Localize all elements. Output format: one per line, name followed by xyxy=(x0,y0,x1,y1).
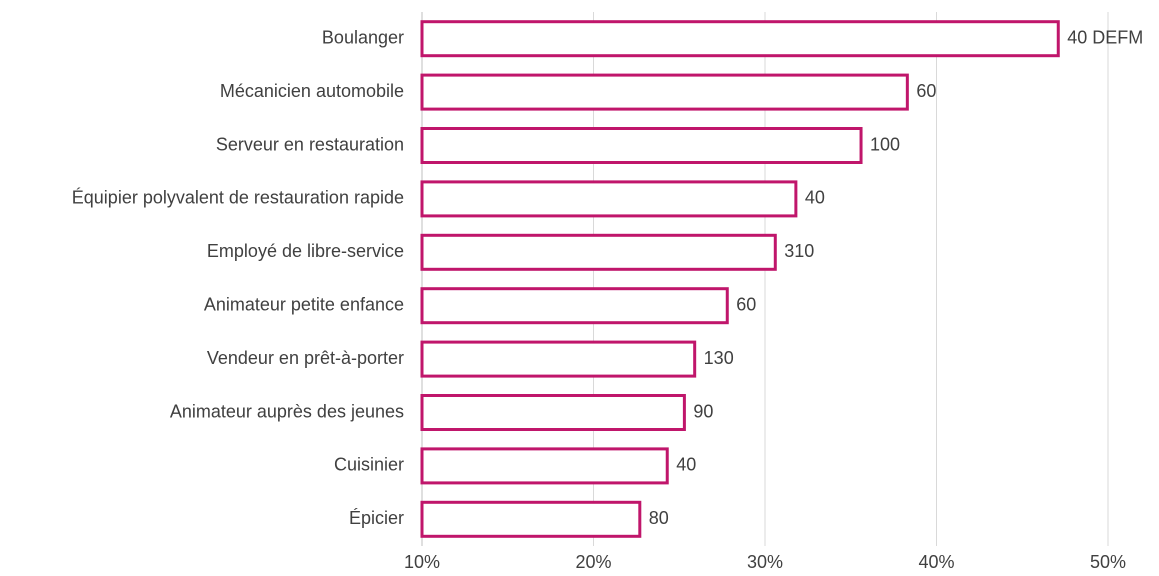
x-tick-label: 30% xyxy=(747,552,783,572)
x-tick-label: 50% xyxy=(1090,552,1126,572)
x-tick-label: 40% xyxy=(918,552,954,572)
data-label: 100 xyxy=(870,134,900,154)
category-labels: Boulanger Mécanicien automobile Serveur en… xyxy=(72,27,404,528)
data-label: 80 xyxy=(649,508,669,528)
bars xyxy=(420,20,1060,538)
category-label: Animateur petite enfance xyxy=(204,294,404,314)
bar-9 xyxy=(420,447,669,485)
bar-4 xyxy=(420,180,798,218)
x-tick-label: 20% xyxy=(575,552,611,572)
category-label: Boulanger xyxy=(322,27,404,47)
category-label: Épicier xyxy=(349,508,404,528)
bar-2 xyxy=(420,73,909,111)
x-tick-labels: 10% 20% 30% 40% 50% xyxy=(404,552,1126,572)
category-label: Mécanicien automobile xyxy=(220,81,404,101)
bar-3 xyxy=(420,127,863,164)
data-label: 310 xyxy=(784,241,814,261)
bar-10 xyxy=(420,500,642,538)
bar-1 xyxy=(420,20,1060,58)
data-labels: 40 DEFM 60 100 40 310 60 130 90 40 80 xyxy=(649,27,1143,528)
data-label: 40 DEFM xyxy=(1067,27,1143,47)
category-label: Cuisinier xyxy=(334,455,404,475)
x-tick-label: 10% xyxy=(404,552,440,572)
data-label: 90 xyxy=(693,401,713,421)
category-label: Employé de libre-service xyxy=(207,241,404,261)
bar-5 xyxy=(420,233,777,271)
category-label: Vendeur en prêt-à-porter xyxy=(207,348,404,368)
bar-7 xyxy=(420,340,697,378)
data-label: 40 xyxy=(676,455,696,475)
bar-6 xyxy=(420,287,729,325)
category-label: Équipier polyvalent de restauration rapi… xyxy=(72,188,404,208)
data-label: 130 xyxy=(704,348,734,368)
bar-8 xyxy=(420,394,686,431)
category-label: Serveur en restauration xyxy=(216,134,404,154)
data-label: 60 xyxy=(916,81,936,101)
category-label: Animateur auprès des jeunes xyxy=(170,401,404,421)
data-label: 60 xyxy=(736,294,756,314)
data-label: 40 xyxy=(805,188,825,208)
